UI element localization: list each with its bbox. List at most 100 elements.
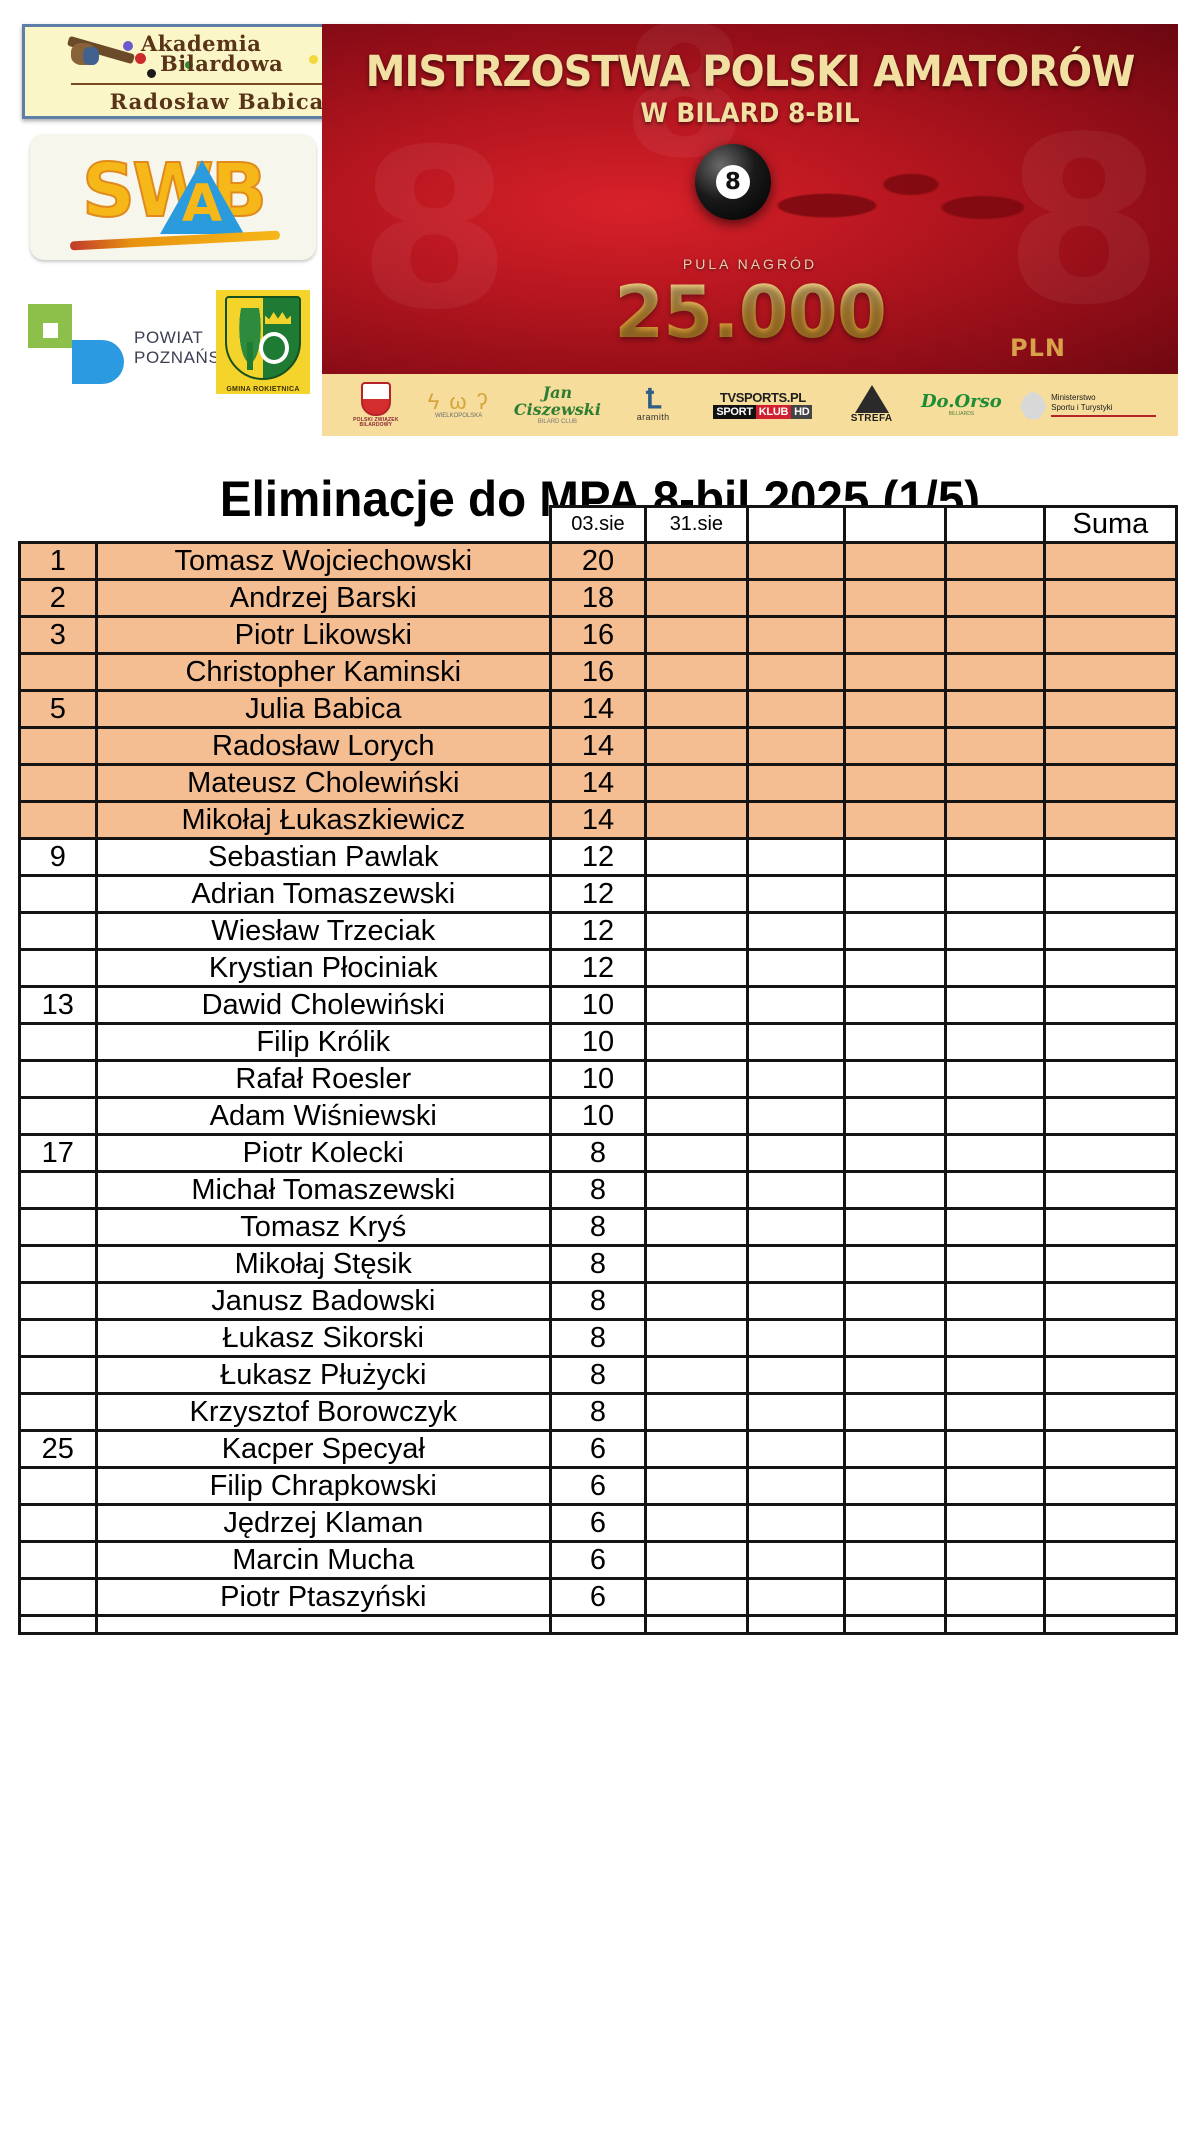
table-header-6	[943, 505, 1046, 544]
score-cell-5	[943, 1503, 1046, 1543]
player-name-cell: Adrian Tomaszewski	[94, 874, 552, 914]
table-row: 5 Julia Babica 14	[18, 689, 1179, 729]
score-cell-3	[745, 578, 847, 618]
score-cell-5	[943, 948, 1046, 988]
score-cell-3	[745, 985, 847, 1025]
score-cell-1: 20	[548, 541, 648, 581]
rank-cell	[18, 1577, 98, 1617]
eight-ball-icon	[694, 144, 771, 220]
powiat-label-line2: POZNAŃSKI	[134, 348, 238, 367]
score-cell-5	[943, 1577, 1046, 1617]
total-cell	[1042, 1096, 1179, 1136]
table-row: Janusz Badowski 8	[18, 1281, 1179, 1321]
total-cell	[1042, 985, 1179, 1025]
total-cell	[1042, 1170, 1179, 1210]
score-cell-5	[943, 874, 1046, 914]
score-cell-4	[843, 1022, 947, 1062]
score-cell-3	[745, 837, 847, 877]
eagle-icon	[1020, 391, 1047, 419]
score-cell-4	[843, 689, 947, 729]
rank-cell	[18, 1614, 98, 1635]
aramith-mark-icon: Ꝉ	[645, 384, 661, 416]
score-cell-3	[745, 763, 847, 803]
score-cell-2	[644, 1022, 749, 1062]
rank-cell	[18, 1281, 98, 1321]
rank-cell	[18, 763, 98, 803]
table-row: Jędrzej Klaman 6	[18, 1503, 1179, 1543]
score-cell-2	[644, 578, 749, 618]
rank-cell	[18, 1096, 98, 1136]
score-cell-4	[843, 1540, 947, 1580]
table-row: Tomasz Kryś 8	[18, 1207, 1179, 1247]
score-cell-4	[843, 874, 947, 914]
score-cell-2	[644, 1281, 749, 1321]
gmina-rokietnica-logo: GMINA ROKIETNICA	[216, 290, 310, 394]
orso-mark: Do.Orso	[920, 390, 1002, 412]
score-cell-5	[943, 1429, 1046, 1469]
score-cell-5	[943, 1466, 1046, 1506]
score-cell-4	[843, 1133, 947, 1173]
table-row: 1 Tomasz Wojciechowski 20	[18, 541, 1179, 581]
total-cell	[1042, 1022, 1179, 1062]
rank-cell: 2	[18, 578, 98, 618]
rank-cell: 1	[18, 541, 98, 581]
rank-cell	[18, 1059, 98, 1099]
score-cell-2	[644, 541, 749, 581]
score-cell-1: 12	[548, 874, 648, 914]
score-cell-5	[943, 726, 1046, 766]
gmina-label: GMINA ROKIETNICA	[226, 386, 300, 393]
score-cell-3	[745, 948, 847, 988]
sponsor-pzbil: POLSKI ZWIĄZEK BILARDOWY	[344, 381, 408, 429]
score-cell-2	[644, 1059, 749, 1099]
player-name-cell: Krzysztof Borowczyk	[94, 1392, 552, 1432]
score-cell-4	[843, 1429, 947, 1469]
akademia-title-line1: Akademia	[141, 31, 262, 56]
table-row: Rafał Roesler 10	[18, 1059, 1179, 1099]
total-cell	[1042, 874, 1179, 914]
player-name-cell: Andrzej Barski	[94, 578, 552, 618]
table-row: Adrian Tomaszewski 12	[18, 874, 1179, 914]
score-cell-1: 18	[548, 578, 648, 618]
score-cell-1: 8	[548, 1207, 648, 1247]
score-cell-5	[943, 1244, 1046, 1284]
score-cell-4	[843, 578, 947, 618]
score-cell-4	[843, 985, 947, 1025]
wielkopolska-mark-icon: ϟ ω ʔ	[427, 389, 490, 415]
score-cell-4	[843, 1466, 947, 1506]
sportklub-hd: HD	[791, 405, 813, 420]
score-cell-4	[843, 1059, 947, 1099]
score-cell-3	[745, 652, 847, 692]
sponsor-ministerstwo: Ministerstwo Sportu i Turystyki	[1020, 391, 1157, 419]
total-cell	[1042, 652, 1179, 692]
score-cell-2	[644, 911, 749, 951]
player-name-cell: Radosław Lorych	[94, 726, 552, 766]
total-cell	[1042, 1540, 1179, 1580]
table-row: Łukasz Sikorski 8	[18, 1318, 1179, 1358]
table-header-blank	[20, 507, 97, 543]
score-cell-4	[843, 652, 947, 692]
table-row: Mikołaj Łukaszkiewicz 14	[18, 800, 1179, 840]
score-cell-5	[943, 1614, 1046, 1635]
sponsor-bar: POLSKI ZWIĄZEK BILARDOWY ϟ ω ʔ WIELKOPOL…	[322, 374, 1178, 436]
score-cell-2	[644, 874, 749, 914]
ministerstwo-line1: Ministerstwo	[1051, 393, 1096, 402]
score-cell-3	[745, 726, 847, 766]
total-cell	[1042, 1244, 1179, 1284]
score-cell-4	[843, 1577, 947, 1617]
table-row: Christopher Kaminski 16	[18, 652, 1179, 692]
score-cell-2	[644, 1318, 749, 1358]
score-cell-3	[745, 1170, 847, 1210]
player-name-cell: Kacper Specyał	[94, 1429, 552, 1469]
crown-icon	[265, 312, 291, 324]
score-cell-5	[943, 837, 1046, 877]
tournament-poster: 8 8 8 MISTRZOSTWA POLSKI AMATORÓW W BILA…	[322, 24, 1178, 374]
standings-table: 03.sie 31.sie Suma 1 Tomasz Wojciechowski 20 2…	[18, 505, 1179, 1635]
ball-green-icon	[185, 61, 193, 69]
score-cell-1: 10	[548, 985, 648, 1025]
score-cell-4	[843, 726, 947, 766]
powiat-square-hole	[43, 323, 58, 338]
player-name-cell	[94, 1614, 552, 1635]
score-cell-4	[843, 541, 947, 581]
total-cell	[1042, 1614, 1179, 1635]
score-cell-1: 14	[548, 763, 648, 803]
